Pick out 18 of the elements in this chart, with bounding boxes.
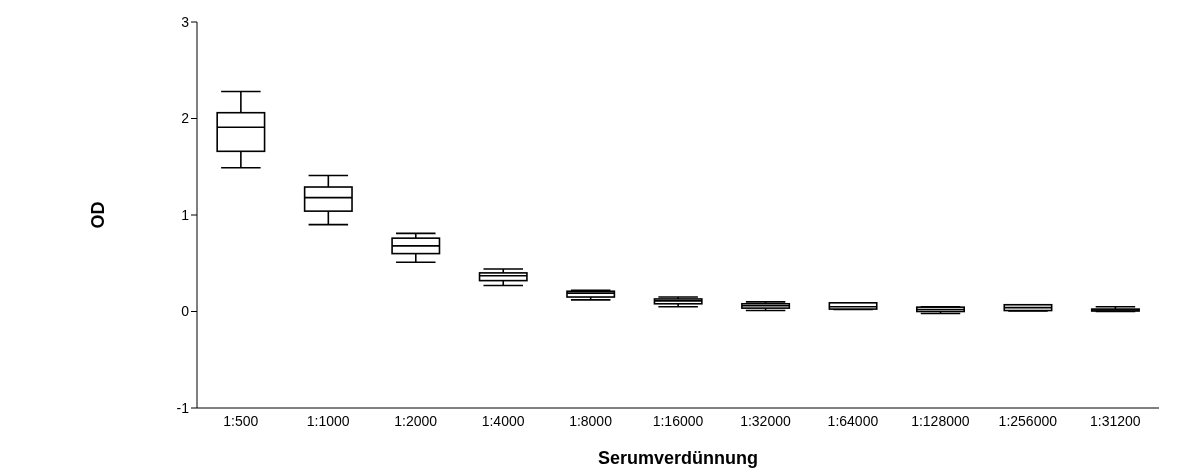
y-tick-label: -1 (176, 399, 190, 416)
x-tick-label: 1:4000 (481, 412, 525, 429)
x-tick-label: 1:2000 (394, 412, 438, 429)
x-tick-label: 1:8000 (569, 412, 613, 429)
x-tick-label: 1:64000 (827, 412, 879, 429)
x-tick-label: 1:1000 (306, 412, 350, 429)
x-tick-label: 1:32000 (740, 412, 791, 429)
y-tick-label: 1 (181, 206, 190, 223)
x-tick-label: 1:128000 (911, 412, 970, 429)
y-tick-label: 2 (181, 110, 190, 127)
y-tick-label: 0 (181, 303, 190, 320)
x-tick-label: 1:256000 (998, 412, 1058, 429)
x-tick-label: 1:16000 (652, 412, 704, 429)
y-tick-label: 3 (181, 13, 190, 30)
x-tick-label: 1:31200 (1089, 412, 1141, 429)
y-axis-title: OD (88, 201, 109, 229)
x-axis-title: Serumverdünnung (597, 448, 759, 468)
x-tick-label: 1:500 (223, 412, 259, 429)
